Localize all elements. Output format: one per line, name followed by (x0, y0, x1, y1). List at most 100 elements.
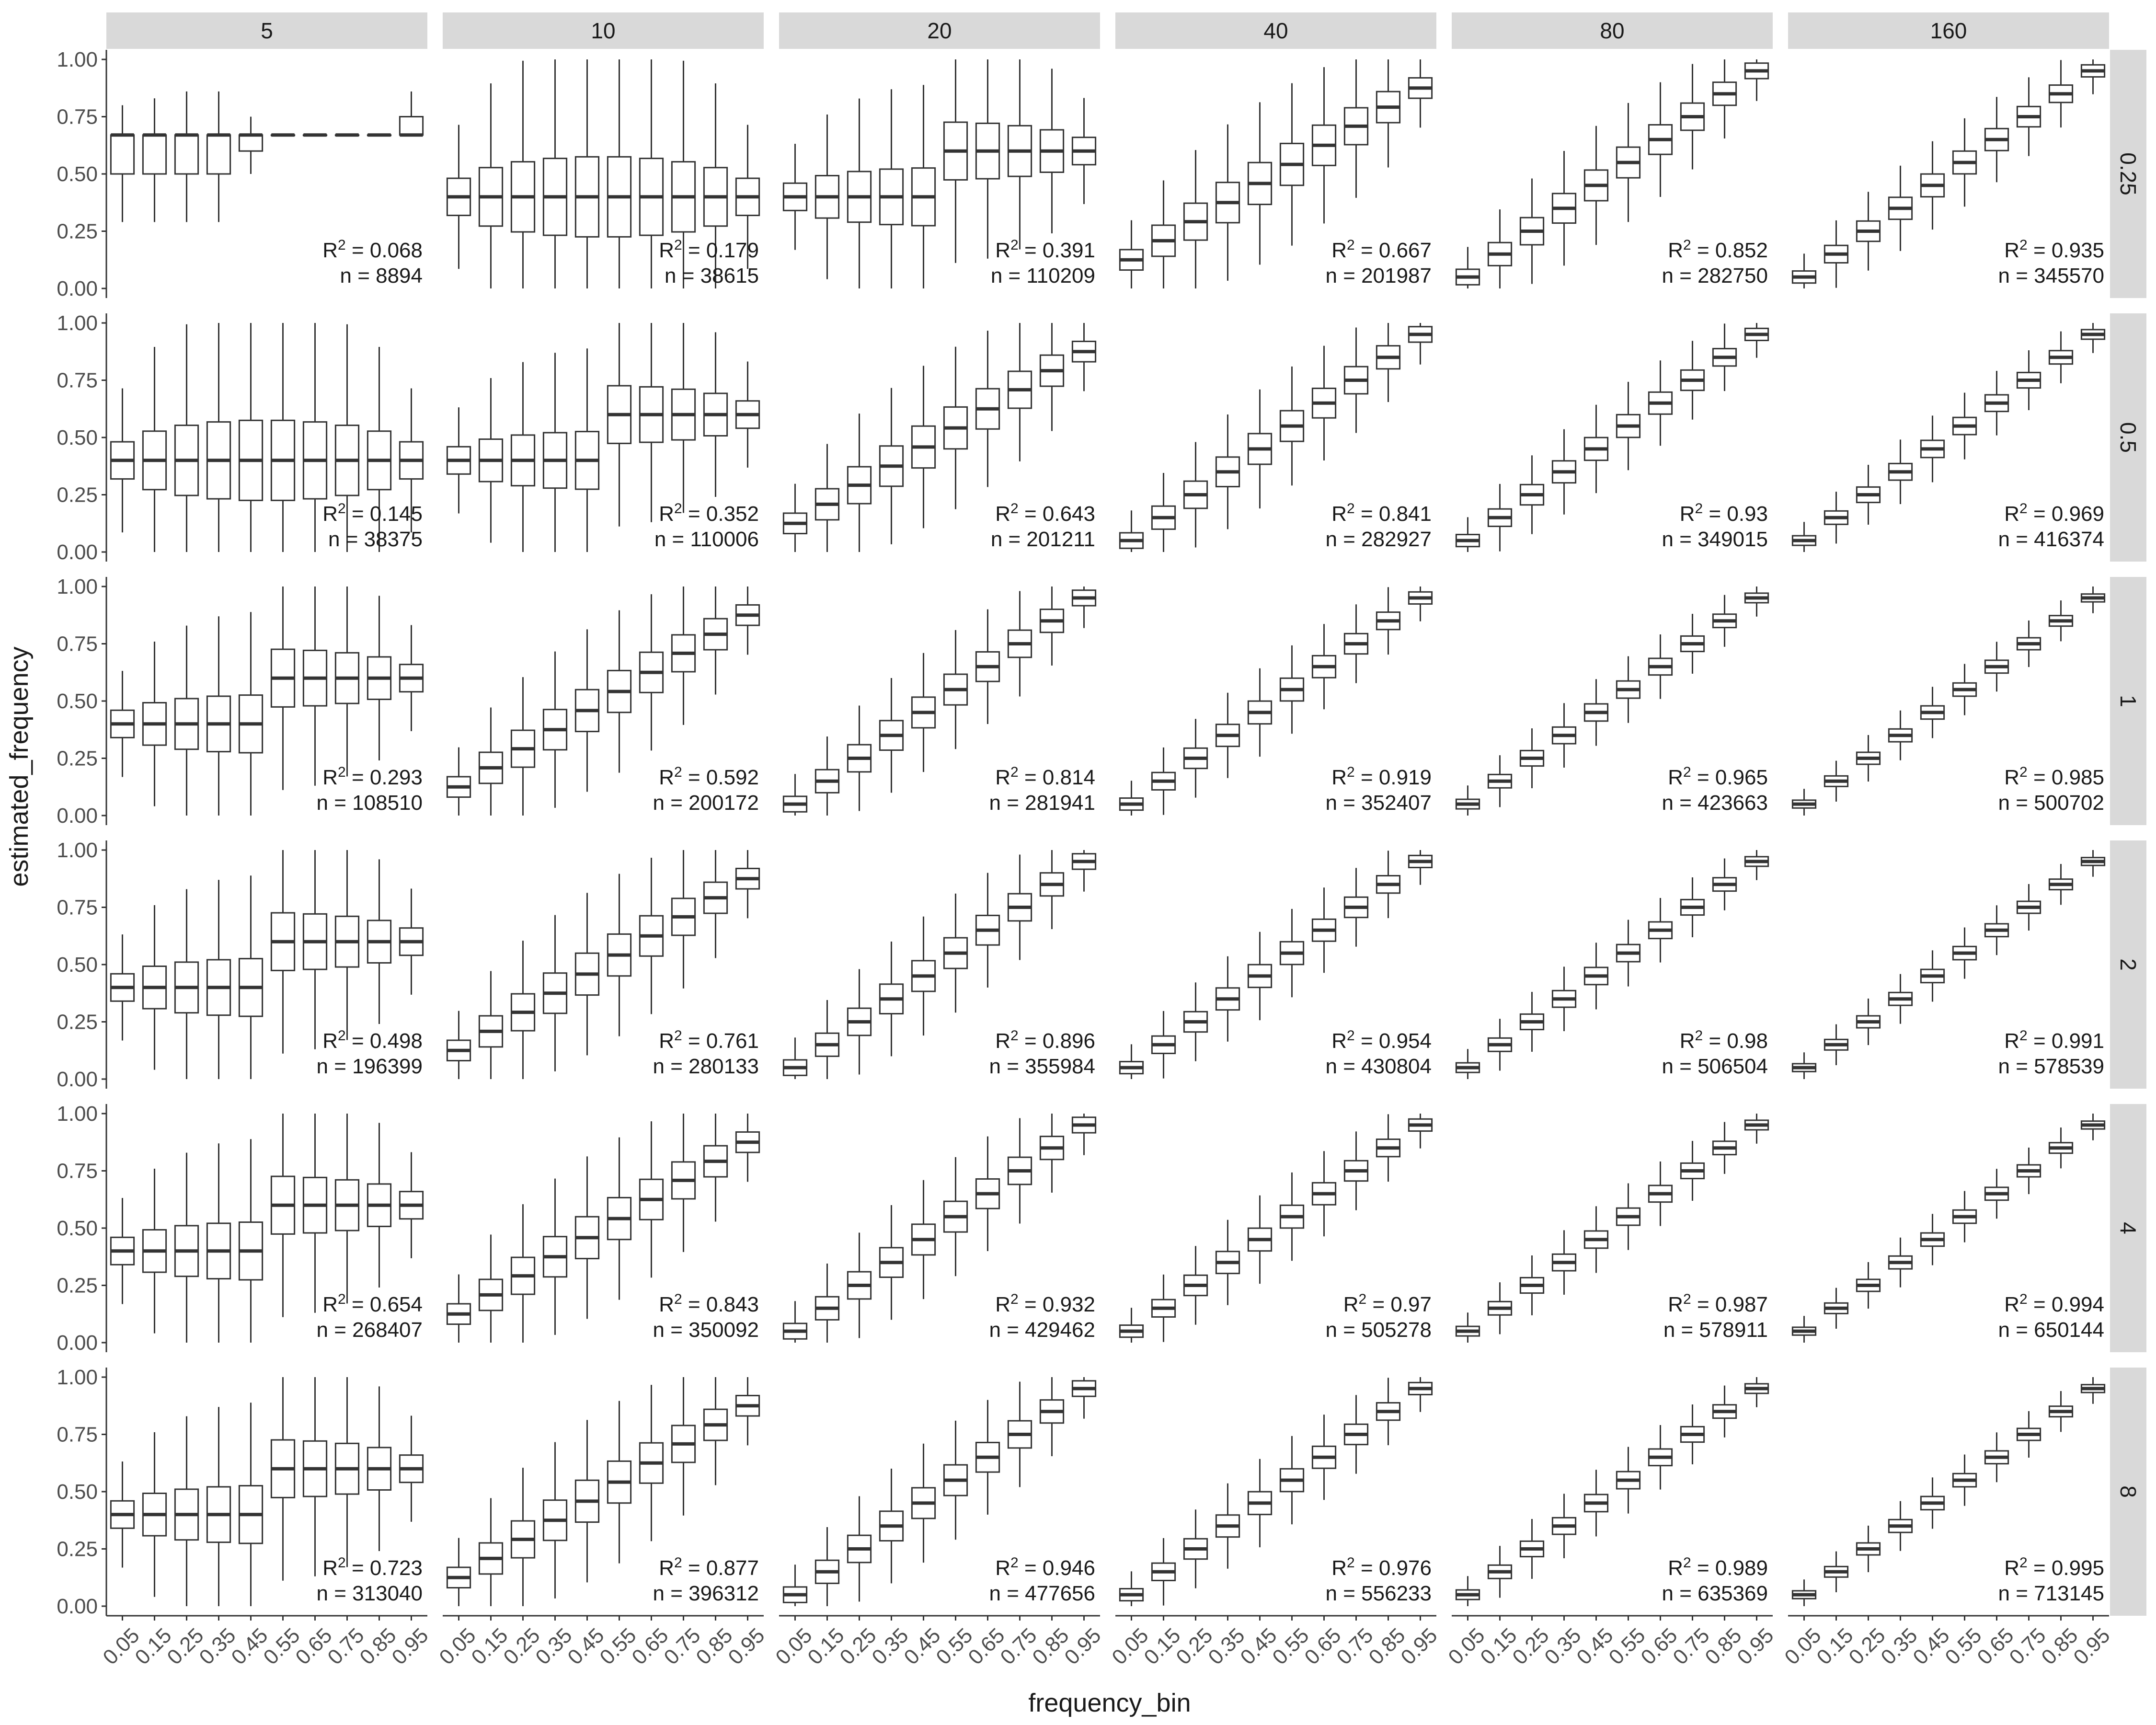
sample-size-label: n = 8894 (340, 264, 423, 288)
boxplot-box (2048, 331, 2074, 383)
boxplot-box (1712, 595, 1737, 647)
sample-size-label: n = 556233 (1326, 1582, 1432, 1605)
boxplot-box (1247, 1195, 1273, 1284)
r-squared-label: R2 = 0.932 (995, 1291, 1095, 1316)
boxplot-box (1408, 1377, 1433, 1412)
boxplot-box (814, 1000, 840, 1079)
r-squared-label: R2 = 0.145 (322, 501, 423, 526)
y-tick-label: 1.00 (57, 1102, 98, 1126)
boxplot-box (1039, 323, 1065, 431)
boxplot-box (1648, 82, 1673, 197)
boxplot-box (238, 323, 264, 552)
boxplot-box (607, 59, 632, 288)
row-facet-label: 8 (2116, 1485, 2141, 1498)
boxplot-box (510, 1468, 536, 1606)
r-squared-label: R2 = 0.391 (995, 237, 1095, 262)
row-facet-label: 0.25 (2116, 152, 2141, 196)
column-facet-strip (1452, 12, 1773, 49)
boxplot-box (1151, 1011, 1176, 1079)
boxplot-box (1984, 642, 2009, 692)
boxplot-box (1744, 1377, 1769, 1407)
sample-size-label: n = 282927 (1326, 528, 1432, 551)
row-facet-label: 2 (2116, 958, 2141, 971)
boxplot-box (367, 1123, 392, 1288)
boxplot-box (607, 610, 632, 773)
r-squared-label: R2 = 0.293 (322, 764, 423, 789)
boxplot-box (446, 747, 471, 816)
boxplot-box (110, 671, 135, 777)
boxplot-box (1151, 1274, 1176, 1342)
boxplot-box (510, 941, 536, 1079)
boxplot-box (1551, 1494, 1577, 1559)
boxplot-box (302, 850, 328, 1049)
r-squared-label: R2 = 0.852 (1668, 237, 1768, 262)
boxplot-box (1744, 323, 1769, 358)
boxplot-box (1791, 522, 1817, 552)
boxplot-box (1247, 1459, 1273, 1548)
boxplot-box (1984, 370, 2009, 436)
y-tick-label: 0.75 (57, 632, 98, 656)
boxplot-box (1744, 59, 1769, 101)
boxplot-box (735, 586, 760, 655)
row-facet-strip (2110, 577, 2146, 825)
sample-size-label: n = 578539 (1998, 1055, 2104, 1078)
boxplot-box (1920, 1214, 1945, 1265)
boxplot-box (142, 905, 167, 1070)
boxplot-box (1247, 389, 1273, 509)
boxplot-box (1119, 1044, 1144, 1079)
boxplot-box (1920, 1477, 1945, 1529)
boxplot-box (142, 98, 167, 222)
boxplot-box (1119, 781, 1144, 816)
y-tick-label: 0.25 (57, 1274, 98, 1298)
boxplot-box (1119, 510, 1144, 552)
boxplot-box (478, 1498, 504, 1606)
boxplot-box (1648, 1161, 1673, 1226)
boxplot-box (367, 347, 392, 552)
boxplot-box (703, 1377, 728, 1485)
boxplot-box (1376, 59, 1401, 168)
boxplot-box (943, 1157, 968, 1276)
interquartile-box (142, 134, 167, 175)
boxplot-box (174, 324, 199, 552)
boxplot-box (2016, 77, 2041, 156)
boxplot-box (1343, 1395, 1369, 1474)
boxplot-box (975, 609, 1000, 724)
boxplot-box (1071, 586, 1097, 628)
boxplot-box (1311, 345, 1337, 461)
boxplot-box (1343, 327, 1369, 433)
boxplot-box (1376, 851, 1401, 919)
boxplot-box (1616, 381, 1641, 471)
boxplot-box (206, 616, 231, 816)
y-axes: 0.00 0.25 0.50 0.75 1.00 0.00 0.25 0.50 0.75 1.00… (57, 48, 107, 1618)
sample-size-label: n = 578911 (1663, 1318, 1768, 1342)
boxplot-box (1071, 850, 1097, 892)
r-squared-label: R2 = 0.991 (2004, 1028, 2104, 1053)
boxplot-box (1408, 323, 1433, 365)
sample-size-label: n = 416374 (1998, 528, 2104, 551)
y-tick-label: 0.00 (57, 277, 98, 300)
y-tick-label: 0.00 (57, 540, 98, 564)
boxplot-box (270, 1377, 296, 1581)
boxplot-box (334, 586, 360, 777)
column-facet-label: 10 (591, 18, 615, 43)
y-tick-label: 0.25 (57, 1011, 98, 1034)
column-facet-label: 160 (1930, 18, 1967, 43)
y-tick-label: 1.00 (57, 48, 98, 71)
boxplot-box (607, 1137, 632, 1300)
boxplot-box (174, 91, 199, 222)
boxplot-box (1920, 950, 1945, 1002)
boxplot-box (1215, 692, 1240, 778)
boxplot-box (1712, 1385, 1737, 1438)
boxplot-box (1343, 59, 1369, 198)
boxplot-box (446, 1538, 471, 1606)
